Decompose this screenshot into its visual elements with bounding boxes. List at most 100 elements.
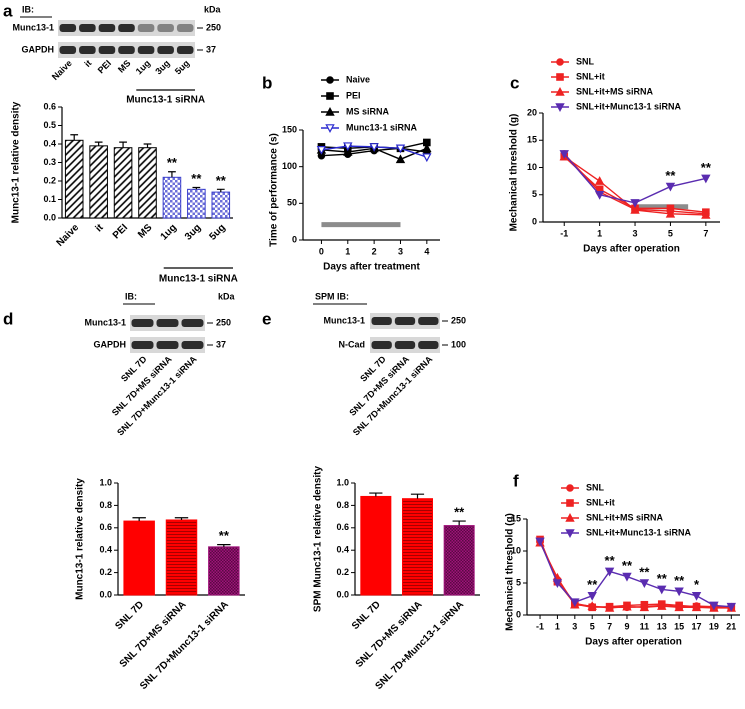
blot-band [371,341,392,349]
blot-marker: 37 [206,44,216,54]
point [657,601,667,610]
y-tick-label: 15 [511,513,521,523]
bar [208,546,240,596]
point [701,209,711,219]
significance: ** [622,558,633,573]
y-tick-label: 0.5 [43,120,56,130]
x-tick-label: 11 [640,621,650,631]
point [639,602,650,612]
bar [113,147,133,219]
point [552,579,563,588]
x-tick-label: MS [136,222,155,241]
legend-label: PEI [346,90,361,100]
y-tick-label: 0.0 [43,212,56,222]
blot-row-label: Munc13-1 [323,315,365,325]
y-tick-label: 0 [516,609,521,619]
x-tick-label: 2 [372,246,377,256]
blot-band [79,24,96,32]
x-tick-label: 4 [424,246,429,256]
point [701,174,711,184]
error-bar [119,141,127,148]
blot-lane-label: Naive [50,58,74,82]
y-axis-label: Munc13-1 relative density [75,478,86,600]
blot-band [371,317,392,325]
legend-label: Naive [346,74,370,84]
bar [360,495,392,596]
blot-band [131,319,154,327]
blot-unit: kDa [218,291,236,301]
blot-band [131,341,154,349]
blot-band [157,46,174,54]
y-tick-label: 0.6 [43,101,56,111]
x-tick-label: 1 [555,621,560,631]
point [630,205,640,214]
x-tick-label: 9 [624,621,629,631]
panel-letter: c [510,73,519,92]
blot-lane-label: it [82,58,93,69]
point [535,537,545,547]
blot-group-label: Munc13-1 siRNA [126,95,205,106]
x-tick-label: 3 [633,228,638,238]
x-tick-label: SNL 7D+Munc13-1 siRNA [138,599,231,692]
blot-row-label: Munc13-1 [12,22,54,32]
y-tick-label: 0.0 [99,589,112,599]
panel-letter: d [3,309,13,328]
y-tick-label: 0.3 [43,157,56,167]
blot-lane-label: 3ug [153,58,171,76]
point [395,154,406,164]
x-axis-label: Days after operation [583,244,680,255]
panel-letter: a [3,1,13,20]
point [604,567,615,577]
x-tick-label: 21 [726,621,736,631]
x-tick-label: 1 [345,246,350,256]
blot-band [157,24,174,32]
blot-band [98,24,116,32]
point [369,143,379,152]
x-tick-label: -1 [560,228,568,238]
x-tick-label: SNL 7D+Munc13-1 siRNA [373,599,466,692]
point [691,591,702,601]
bar [123,520,155,596]
significance: ** [665,168,676,183]
error-bar [94,141,103,146]
legend-marker [566,484,574,492]
series-line [539,542,732,609]
x-tick-label: 5ug [207,222,227,242]
y-tick-label: 0.0 [336,589,349,599]
blot-marker: 250 [451,315,466,325]
blot-band [98,46,116,54]
x-tick-label: 3 [572,621,577,631]
legend-label: SNL+it+MS siRNA [586,512,664,522]
blot-header: IB: [22,4,34,14]
significance: ** [605,553,616,568]
significance: ** [454,505,465,520]
bar [64,139,84,219]
y-axis-label: Mechanical threshold (g) [505,513,516,631]
blot-marker: 100 [451,339,466,349]
point [665,208,676,218]
point [639,579,650,588]
significance: ** [219,528,230,543]
y-tick-label: 0.4 [43,138,56,148]
point [674,587,684,597]
y-tick-label: 5 [532,189,537,199]
point [622,572,632,582]
y-tick-label: 15 [527,135,537,145]
series-line [563,153,706,204]
point [604,602,615,612]
x-tick-label: -1 [536,621,544,631]
error-bar [192,186,201,190]
y-tick-label: 1.0 [99,477,112,487]
blot-band [137,46,155,54]
point [674,602,684,612]
blot-band [394,317,416,325]
blot-lane-label: PEI [96,58,113,75]
point [587,601,597,610]
x-tick-label: 13 [657,621,667,631]
y-tick-label: 150 [282,124,297,134]
series-line [539,539,732,609]
significance: ** [587,577,598,592]
significance: ** [701,160,712,175]
y-tick-label: 0 [292,234,297,244]
error-bar [216,188,225,193]
